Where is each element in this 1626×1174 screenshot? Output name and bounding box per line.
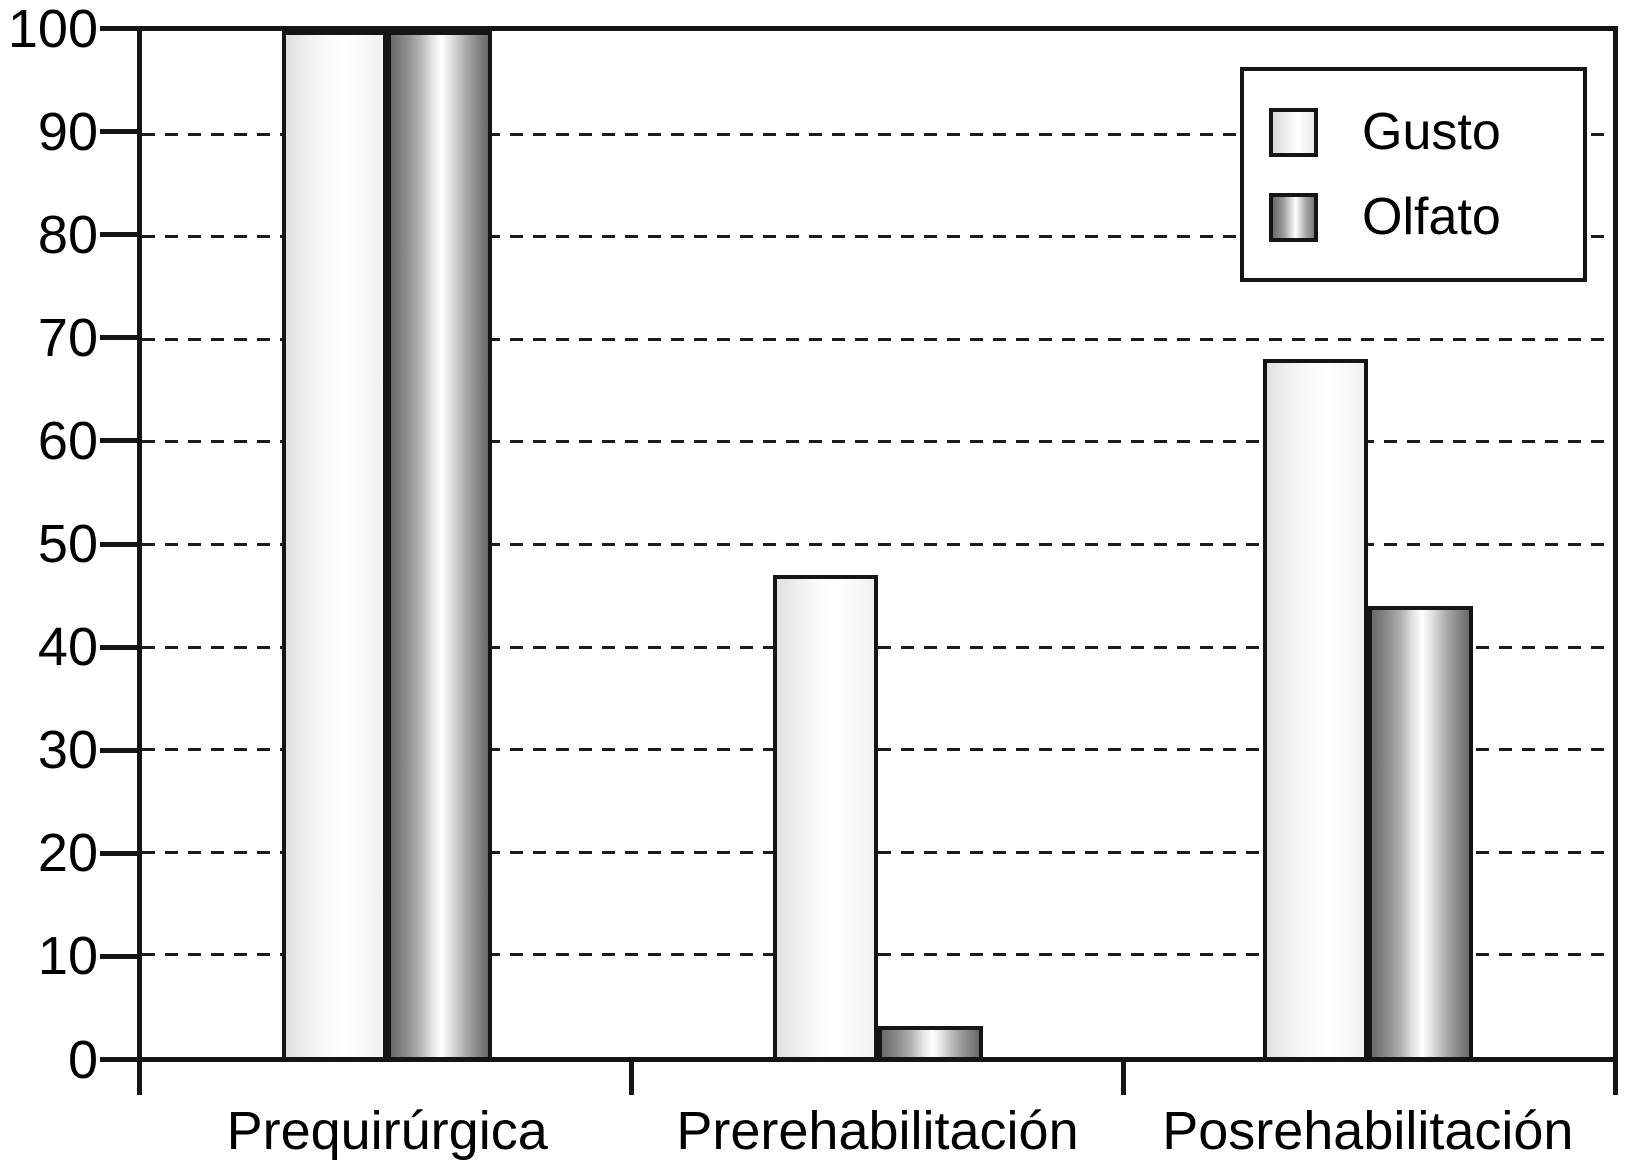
x-axis-tick-0 — [137, 1057, 142, 1095]
y-axis-label-90: 90 — [37, 101, 98, 162]
bar-olfato-3 — [1367, 605, 1473, 1057]
bar-olfato-2 — [877, 1026, 983, 1057]
y-axis-label-20: 20 — [37, 823, 98, 884]
legend-swatch-olfato — [1269, 192, 1318, 242]
gridline-30 — [142, 748, 1613, 752]
legend-item-gusto: Gusto — [1269, 102, 1583, 161]
legend-swatch-gusto — [1269, 107, 1318, 157]
gridline-90 — [142, 132, 1613, 136]
bar-olfato-1 — [387, 31, 493, 1057]
gridline-20 — [142, 850, 1613, 854]
x-axis-category-label-1: Prequirúrgica — [226, 1101, 548, 1161]
gridline-60 — [142, 440, 1613, 444]
gridline-70 — [142, 337, 1613, 341]
y-axis-tick-0 — [100, 1057, 142, 1062]
y-axis-label-80: 80 — [37, 204, 98, 265]
x-axis-tick-1 — [629, 1057, 634, 1095]
y-axis-tick-20 — [100, 850, 142, 856]
y-axis-label-50: 50 — [37, 514, 98, 574]
y-axis-tick-50 — [100, 541, 142, 547]
x-axis-category-label-2: Prerehabilitación — [676, 1101, 1079, 1161]
x-axis-category-label-3: Posrehabilitación — [1162, 1101, 1574, 1161]
gridline-50 — [142, 543, 1613, 546]
y-axis-label-100: 100 — [7, 0, 98, 59]
y-axis-tick-100 — [100, 26, 142, 31]
y-axis-label-40: 40 — [37, 617, 98, 678]
y-axis-label-10: 10 — [37, 926, 98, 987]
y-axis-label-60: 60 — [37, 410, 98, 471]
legend-item-olfato: Olfato — [1269, 187, 1583, 246]
bar-gusto-3 — [1262, 359, 1368, 1057]
y-axis-label-30: 30 — [37, 720, 98, 781]
y-axis-tick-60 — [100, 438, 142, 444]
x-axis-tick-3 — [1613, 1057, 1618, 1095]
legend-label-gusto: Gusto — [1362, 102, 1501, 161]
gridline-10 — [142, 953, 1613, 957]
x-axis-tick-2 — [1121, 1057, 1126, 1095]
y-axis-label-70: 70 — [37, 307, 98, 368]
y-axis-tick-70 — [100, 335, 142, 341]
gridline-40 — [142, 645, 1613, 649]
gridline-80 — [142, 235, 1613, 239]
y-axis-tick-90 — [100, 129, 142, 135]
y-axis-tick-30 — [100, 747, 142, 753]
legend: Gusto Olfato — [1240, 67, 1587, 282]
bar-gusto-2 — [772, 574, 878, 1057]
bar-gusto-1 — [282, 31, 388, 1057]
y-axis-tick-10 — [100, 953, 142, 959]
y-axis-tick-40 — [100, 644, 142, 650]
y-axis-label-0: 0 — [67, 1029, 98, 1090]
y-axis-tick-80 — [100, 232, 142, 238]
legend-label-olfato: Olfato — [1362, 187, 1501, 246]
